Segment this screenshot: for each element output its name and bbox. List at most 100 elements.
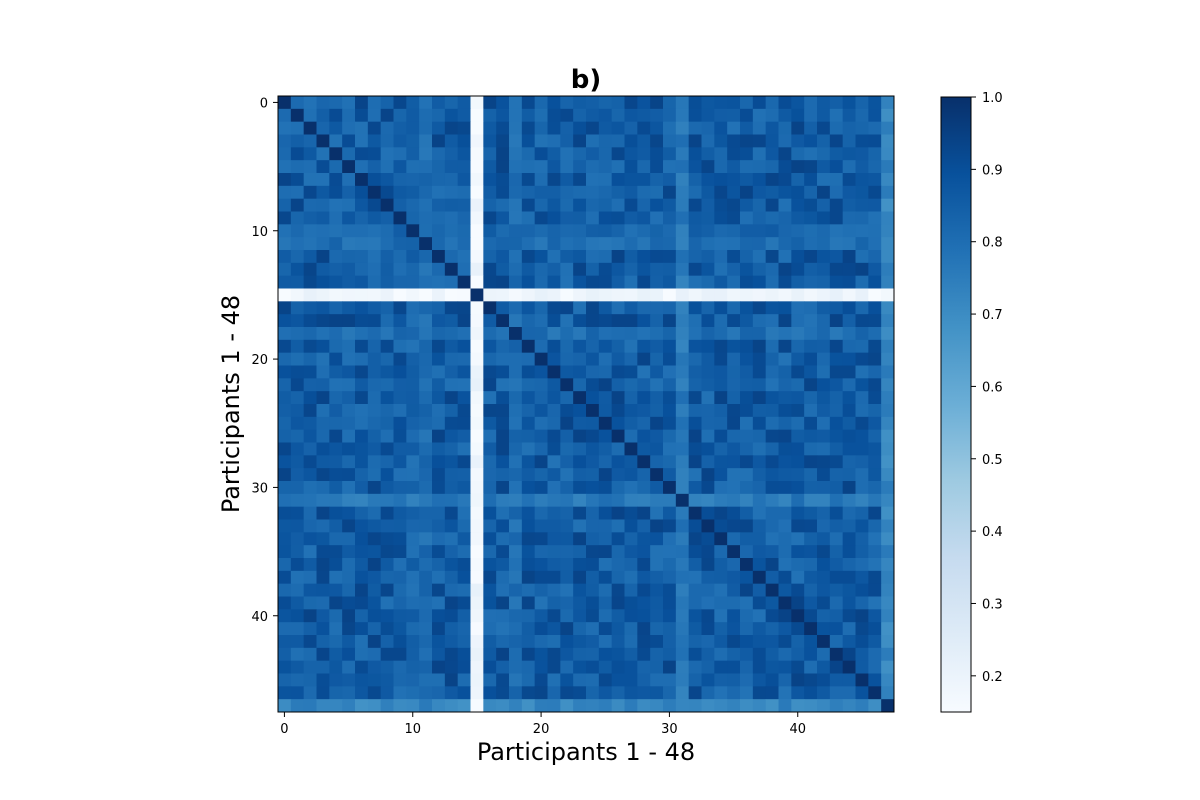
heatmap-cell xyxy=(586,416,600,431)
heatmap-cell xyxy=(547,416,561,431)
heatmap-cell xyxy=(765,96,779,110)
heatmap-cell xyxy=(714,173,728,187)
heatmap-cell xyxy=(419,635,433,649)
heatmap-cell xyxy=(752,365,767,379)
heatmap-cell xyxy=(675,481,690,495)
heatmap-cell xyxy=(586,391,600,405)
heatmap-cell xyxy=(688,250,702,264)
heatmap-cell xyxy=(598,262,613,277)
heatmap-cell xyxy=(329,211,343,225)
heatmap-cell xyxy=(470,173,484,187)
colorbar-tick-label: 0.3 xyxy=(982,597,1003,612)
heatmap-cell xyxy=(855,609,869,623)
heatmap-cell xyxy=(509,185,523,200)
heatmap-cell xyxy=(804,493,818,508)
heatmap-cell xyxy=(817,532,831,546)
heatmap-cell xyxy=(303,224,317,238)
heatmap-cell xyxy=(406,147,420,161)
heatmap-cell xyxy=(675,429,690,443)
heatmap-cell xyxy=(560,686,574,700)
heatmap-cell xyxy=(855,519,869,533)
heatmap-cell xyxy=(342,416,356,431)
heatmap-cell xyxy=(329,275,343,289)
heatmap-cell xyxy=(727,352,741,366)
heatmap-cell xyxy=(342,173,356,187)
heatmap-cell xyxy=(483,224,497,238)
heatmap-cell xyxy=(290,211,305,225)
y-tick-label: 30 xyxy=(251,481,268,496)
heatmap-cell xyxy=(701,262,715,277)
heatmap-cell xyxy=(380,647,394,662)
heatmap-cell xyxy=(367,558,382,572)
heatmap-cell xyxy=(586,173,600,187)
heatmap-cell xyxy=(829,96,844,110)
heatmap-cell xyxy=(791,519,805,533)
heatmap-cell xyxy=(752,198,767,212)
heatmap-cell xyxy=(714,121,728,135)
heatmap-cell xyxy=(393,647,407,662)
heatmap-cell xyxy=(842,660,856,674)
heatmap-cell xyxy=(470,481,484,495)
heatmap-cell xyxy=(406,327,420,341)
heatmap-cell xyxy=(842,339,856,354)
heatmap-cell xyxy=(868,352,882,366)
heatmap-cell xyxy=(637,506,651,520)
heatmap-cell xyxy=(817,288,831,302)
heatmap-cell xyxy=(470,506,484,520)
heatmap-cell xyxy=(290,635,305,649)
heatmap-cell xyxy=(419,134,433,148)
heatmap-cell xyxy=(778,250,792,264)
heatmap-cell xyxy=(406,622,420,636)
heatmap-cell xyxy=(303,609,317,623)
heatmap-cell xyxy=(534,506,548,520)
heatmap-cell xyxy=(675,224,690,238)
heatmap-cell xyxy=(688,481,702,495)
heatmap-cell xyxy=(483,147,497,161)
heatmap-cell xyxy=(611,455,625,469)
heatmap-cell xyxy=(432,185,446,200)
heatmap-cell xyxy=(393,660,407,674)
heatmap-cell xyxy=(534,301,548,315)
heatmap-cell xyxy=(534,147,548,161)
heatmap-cell xyxy=(470,378,484,392)
heatmap-cell xyxy=(457,468,471,482)
heatmap-cell xyxy=(432,134,446,148)
heatmap-cell xyxy=(714,108,728,123)
heatmap-cell xyxy=(663,121,677,135)
heatmap-cell xyxy=(817,481,831,495)
heatmap-cell xyxy=(444,224,459,238)
heatmap-cell xyxy=(778,96,792,110)
heatmap-cell xyxy=(534,250,548,264)
heatmap-cell xyxy=(740,134,754,148)
heatmap-cell xyxy=(470,429,484,443)
heatmap-cell xyxy=(329,121,343,135)
heatmap-cell xyxy=(611,429,625,443)
heatmap-cell xyxy=(842,173,856,187)
heatmap-cell xyxy=(804,570,818,585)
heatmap-cell xyxy=(470,352,484,366)
heatmap-cell xyxy=(303,596,317,610)
heatmap-cell xyxy=(521,121,536,135)
heatmap-cell xyxy=(367,108,382,123)
heatmap-cell xyxy=(740,391,754,405)
heatmap-cell xyxy=(855,134,869,148)
heatmap-cell xyxy=(663,301,677,315)
heatmap-cell xyxy=(791,493,805,508)
heatmap-cell xyxy=(701,570,715,585)
heatmap-cell xyxy=(560,481,574,495)
heatmap-cell xyxy=(765,211,779,225)
heatmap-cell xyxy=(278,404,292,418)
heatmap-cell xyxy=(290,660,305,674)
heatmap-cell xyxy=(547,519,561,533)
heatmap-cell xyxy=(675,660,690,674)
heatmap-cell xyxy=(868,673,882,687)
heatmap-cell xyxy=(650,699,664,713)
heatmap-cell xyxy=(842,365,856,379)
heatmap-cell xyxy=(727,160,741,174)
heatmap-cell xyxy=(444,506,459,520)
heatmap-cell xyxy=(817,224,831,238)
heatmap-cell xyxy=(791,262,805,277)
heatmap-cell xyxy=(740,224,754,238)
heatmap-cell xyxy=(406,416,420,431)
heatmap-cell xyxy=(547,250,561,264)
